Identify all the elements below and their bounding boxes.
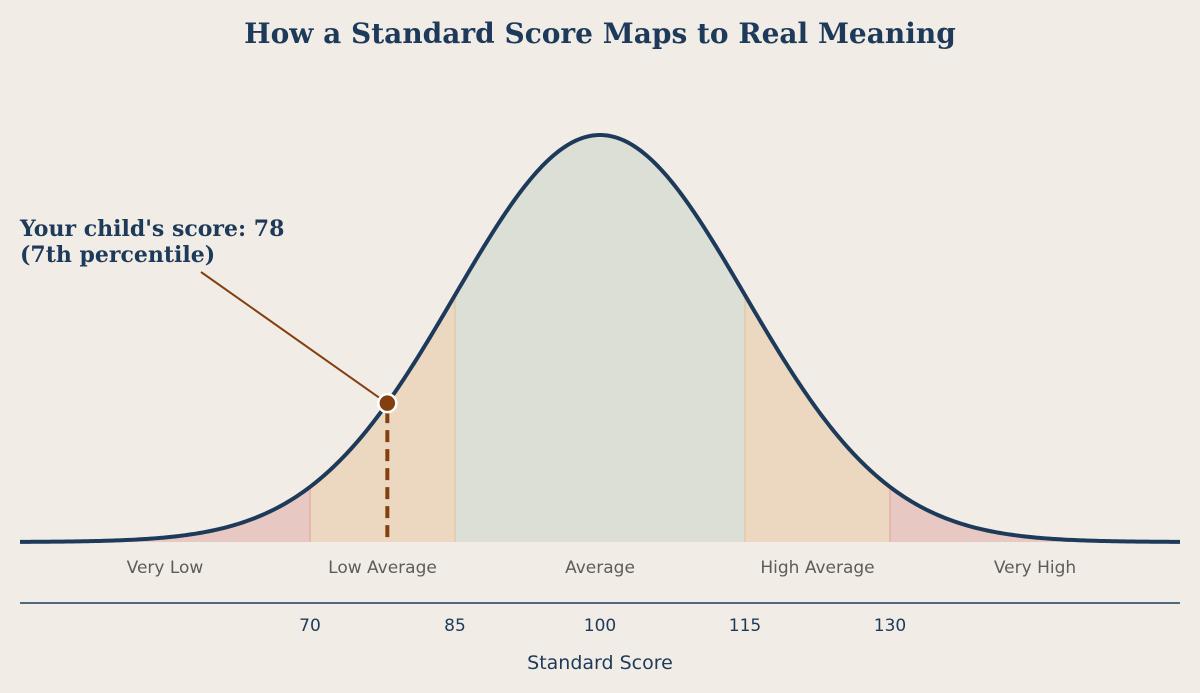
x-axis-label: Standard Score	[527, 652, 673, 674]
x-tick-label-85: 85	[444, 616, 466, 636]
band-label-5: Very High	[994, 558, 1076, 578]
band-boundaries	[309, 295, 891, 542]
band-area-1	[20, 486, 310, 542]
x-tick-label-70: 70	[299, 616, 321, 636]
band-area-3	[455, 135, 745, 542]
x-tick-label-130: 130	[874, 616, 906, 636]
band-label-1: Very Low	[127, 558, 204, 578]
annotation-score: Your child's score: 78	[19, 216, 284, 242]
band-label-2: Low Average	[328, 558, 437, 578]
score-marker-point	[377, 392, 398, 414]
annotation-percentile: (7th percentile)	[20, 242, 215, 268]
band-labels: Very Low Low Average Average High Average Ve…	[127, 558, 1077, 578]
annotation-leader-line	[200, 271, 382, 400]
x-tick-label-100: 100	[584, 616, 616, 636]
band-label-4: High Average	[760, 558, 874, 578]
distribution-curve	[19, 133, 1181, 544]
chart-title: How a Standard Score Maps to Real Meanin…	[244, 17, 956, 50]
band-areas	[20, 135, 1180, 542]
band-area-5	[890, 486, 1180, 542]
band-label-3: Average	[565, 558, 635, 578]
x-axis-ticks: 70 85 100 115 130	[299, 616, 906, 636]
x-tick-label-115: 115	[729, 616, 761, 636]
